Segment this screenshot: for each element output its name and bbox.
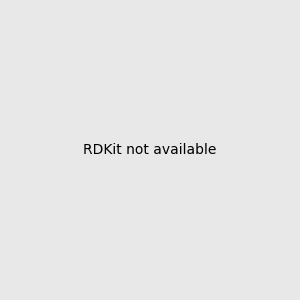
Text: RDKit not available: RDKit not available xyxy=(83,143,217,157)
